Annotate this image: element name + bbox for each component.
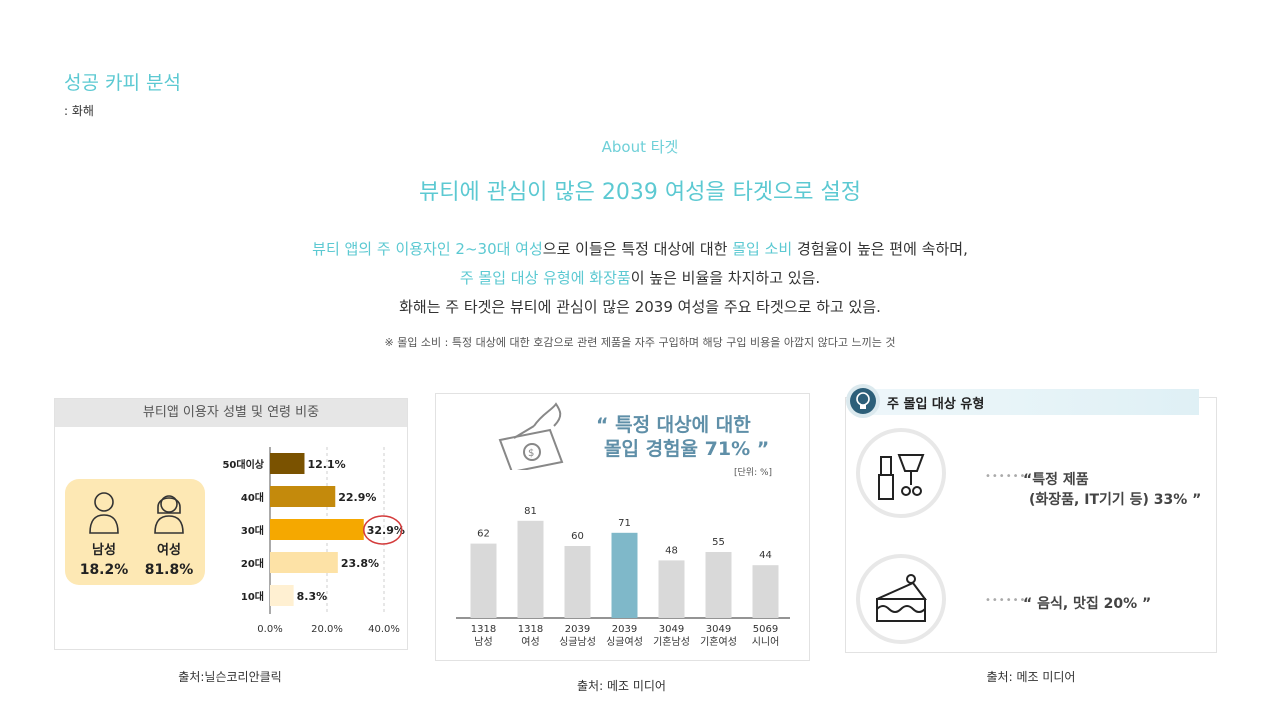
category-label: 3049: [706, 624, 731, 635]
quote-line-2: 몰입 경험율 71% ”: [604, 438, 770, 460]
gender-value: 18.2%: [79, 562, 129, 578]
category-label: 20대: [241, 557, 264, 570]
immersion-types-card: 주 몰입 대상 유형 •••••• “특정 제품 (화장품, IT기기 등) 3…: [845, 383, 1217, 653]
value-label: 44: [759, 550, 772, 561]
category-label: 50대이상: [222, 458, 264, 471]
tick-label: 0.0%: [257, 624, 282, 635]
description-line-2: 주 몰입 대상 유형에 화장품이 높은 비율을 차지하고 있음.: [0, 267, 1280, 288]
category-label: 여성: [521, 636, 539, 648]
bar: [270, 486, 336, 507]
value-label: 48: [665, 545, 678, 556]
headline: 뷰티에 관심이 많은 2039 여성을 타겟으로 설정: [418, 180, 862, 205]
category-label: 1318: [518, 624, 543, 635]
category-label: 기혼남성: [653, 635, 690, 648]
highlight-text: 몰입 소비: [732, 240, 793, 258]
bar: [752, 565, 779, 618]
category-label: 남성: [474, 636, 492, 648]
category-label: 40대: [241, 491, 264, 504]
body-text: 경험율이 높은 편에 속하며,: [792, 240, 968, 258]
gender-value: 81.8%: [144, 562, 194, 578]
value-label: 81: [524, 506, 537, 517]
value-label: 32.9%: [367, 524, 405, 537]
bar: [611, 532, 638, 618]
unit-label: [단위: %]: [734, 468, 773, 478]
page-title: 성공 카피 분석: [64, 72, 181, 94]
bar: [517, 520, 544, 618]
item-1-line-2: (화장품, IT기기 등) 33% ”: [1029, 492, 1202, 508]
money-hand-icon: $: [498, 402, 564, 470]
gender-label: 남성: [92, 543, 116, 558]
bar: [270, 585, 294, 606]
body-text: 이 높은 비율을 차지하고 있음.: [630, 269, 821, 287]
category-label: 기혼여성: [700, 635, 737, 648]
value-label: 62: [477, 529, 490, 540]
immersion-rate-card: $ “ 특정 대상에 대한 몰입 경험율 71% ” [단위: %] 62 131…: [435, 393, 810, 661]
bar: [270, 552, 338, 573]
quote-line-1: “ 특정 대상에 대한: [596, 414, 751, 436]
category-label: 싱글여성: [606, 636, 643, 648]
value-label: 22.9%: [338, 491, 376, 504]
value-label: 55: [712, 537, 725, 548]
description-line-1: 뷰티 앱의 주 이용자인 2~30대 여성으로 이들은 특정 대상에 대한 몰입…: [0, 238, 1280, 259]
card1-caption: 출처:닐슨코리안클릭: [178, 670, 282, 684]
leader-dots: ••••••: [985, 471, 1027, 482]
lightbulb-icon: [846, 384, 880, 418]
about-label: About 타겟: [601, 138, 679, 156]
bar: [270, 519, 364, 540]
female-group: 여성 81.8%: [141, 489, 197, 578]
value-label: 23.8%: [341, 557, 379, 570]
value-label: 71: [618, 518, 631, 529]
item-1-line-1: “특정 제품: [1023, 472, 1089, 488]
male-group: 남성 18.2%: [79, 489, 129, 578]
cake-icon: [856, 554, 946, 644]
category-label: 싱글남성: [559, 636, 596, 648]
card3-caption: 출처: 메조 미디어: [986, 670, 1076, 684]
female-person-icon: [154, 495, 184, 534]
card2-caption: 출처: 메조 미디어: [577, 679, 666, 693]
bar: [658, 560, 685, 618]
category-label: 5069: [753, 624, 778, 635]
bar: [270, 453, 305, 474]
item-2: “ 음식, 맛집 20% ”: [1023, 596, 1152, 612]
segment-bar-chart: 621318남성811318여성602039싱글남성712039싱글여성4830…: [456, 506, 790, 648]
category-label: 1318: [471, 624, 496, 635]
gender-label: 여성: [157, 543, 181, 558]
category-label: 30대: [241, 524, 264, 537]
footnote: ※ 몰입 소비 : 특정 대상에 대한 호감으로 관련 제품을 자주 구입하며 …: [384, 336, 896, 349]
highlight-text: 뷰티 앱의 주 이용자인 2~30대 여성: [312, 240, 543, 258]
body-text: 으로 이들은 특정 대상에 대한: [542, 240, 733, 258]
card-header-title: 주 몰입 대상 유형: [887, 397, 985, 412]
leader-dots: ••••••: [985, 595, 1027, 606]
svg-text:$: $: [528, 448, 534, 459]
value-label: 8.3%: [297, 590, 328, 603]
highlight-circle: [363, 515, 403, 545]
cosmetics-icon: [856, 428, 946, 518]
category-label: 3049: [659, 624, 684, 635]
tick-label: 40.0%: [368, 624, 400, 635]
bar: [705, 552, 732, 618]
gender-panel: 남성 18.2% 여성 81.8%: [65, 479, 205, 585]
age-bar-chart: 50대이상 12.1% 40대 22.9% 30대 32.9% 20대 23.8% 10대 8.3…: [222, 447, 405, 635]
category-label: 2039: [612, 624, 637, 635]
male-person-icon: [89, 492, 119, 534]
category-label: 시니어: [752, 636, 780, 648]
user-demographics-card: 뷰티앱 이용자 성별 및 연령 비중 남성 18.2% 여성 81.8% 50대…: [54, 398, 408, 650]
card-header: 뷰티앱 이용자 성별 및 연령 비중: [55, 399, 407, 427]
value-label: 60: [571, 531, 584, 542]
page-subtitle: : 화해: [64, 104, 94, 118]
category-label: 2039: [565, 624, 590, 635]
bar: [470, 543, 497, 618]
tick-label: 20.0%: [311, 624, 343, 635]
bar: [564, 546, 591, 618]
category-label: 10대: [241, 590, 264, 603]
value-label: 12.1%: [307, 458, 345, 471]
card-header-bar: [859, 389, 1199, 415]
highlight-text: 주 몰입 대상 유형에 화장품: [459, 269, 631, 287]
description-line-3: 화해는 주 타겟은 뷰티에 관심이 많은 2039 여성을 주요 타겟으로 하고…: [399, 298, 881, 316]
